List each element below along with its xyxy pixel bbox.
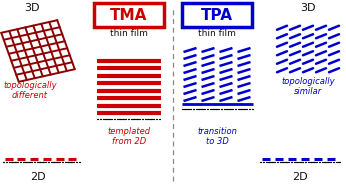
Text: TMA: TMA [110,8,148,22]
Text: topologically
different: topologically different [3,81,57,100]
Text: 3D: 3D [24,3,40,13]
Text: templated
from 2D: templated from 2D [108,127,151,146]
Text: 2D: 2D [30,172,46,182]
Text: thin film: thin film [110,29,148,38]
Text: thin film: thin film [198,29,236,38]
Text: topologically
similar: topologically similar [281,77,335,96]
Text: TPA: TPA [201,8,233,22]
Text: transition
to 3D: transition to 3D [197,127,237,146]
Text: 3D: 3D [300,3,316,13]
FancyBboxPatch shape [182,3,252,27]
Text: 2D: 2D [292,172,308,182]
FancyBboxPatch shape [94,3,164,27]
